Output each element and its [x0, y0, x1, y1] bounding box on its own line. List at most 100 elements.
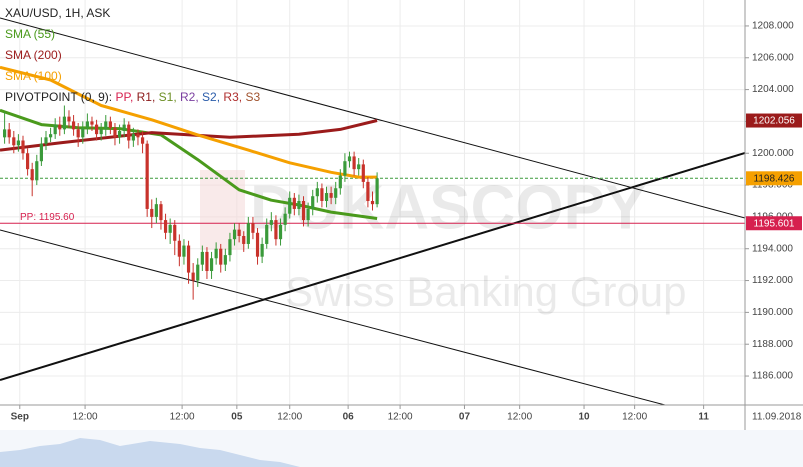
candle-body: [370, 200, 375, 205]
pivot-legend-part: PP,: [115, 90, 133, 104]
pivot-legend-part: S1,: [159, 90, 177, 104]
candle-body: [232, 229, 237, 240]
candle-body: [81, 127, 85, 138]
candle-body: [274, 220, 278, 240]
axes: 1186.000 1188.000 1190.000 1192.000 1194.000…: [11, 21, 795, 423]
candle-body: [320, 188, 324, 201]
y-tick-label: 1194.000: [752, 243, 793, 254]
candle-body: [90, 121, 94, 125]
candle-body: [251, 223, 255, 233]
candle-body: [334, 188, 338, 198]
plot-area: [0, 17, 745, 405]
candle-body: [292, 197, 296, 209]
candle-body: [67, 116, 71, 122]
x-tick-label: 10: [578, 412, 590, 423]
chart-title: XAU/USD, 1H, ASK: [5, 6, 110, 20]
x-tick-label: 12:00: [622, 412, 647, 423]
candle-body: [242, 235, 246, 244]
x-tick-label: 06: [343, 412, 355, 423]
pivot-legend-part: S3: [245, 90, 260, 104]
candle-body: [237, 229, 241, 236]
pivot-legend-part: S2,: [202, 90, 220, 104]
y-tick-label: 1192.000: [752, 275, 793, 286]
candle-body: [76, 129, 80, 138]
candle-body: [159, 204, 163, 221]
y-tick-label: 1186.000: [752, 371, 793, 382]
candle-body: [311, 196, 315, 209]
pivot-legend-part: R1,: [137, 90, 156, 104]
candle-body: [99, 129, 103, 135]
candle-body: [85, 121, 89, 128]
date-label: 11.09.2018: [752, 412, 802, 423]
x-tick-label: 05: [231, 412, 243, 423]
price-badge-bg: [746, 171, 802, 186]
candle-body: [62, 116, 66, 130]
trend-line: [0, 17, 745, 219]
x-tick-label: 11: [698, 412, 709, 423]
candle-body: [94, 124, 99, 135]
candle-body: [324, 193, 329, 201]
watermark-subtitle: Swiss Banking Group: [285, 268, 687, 315]
candle-body: [246, 223, 250, 244]
candle-body: [58, 124, 62, 130]
x-tick-label: 12:00: [73, 412, 98, 423]
candle-body: [269, 220, 273, 225]
candle-body: [150, 208, 154, 217]
candle-body: [154, 204, 158, 217]
candle-body: [2, 129, 7, 138]
watermark-logo: [200, 170, 245, 250]
candle-body: [131, 134, 135, 141]
candle-body: [255, 232, 260, 257]
sma-badge-bg: [746, 113, 802, 128]
pivot-legend-part: PIVOTPOINT (0, 9):: [5, 90, 112, 104]
legend-entry: SMA (55): [5, 27, 55, 41]
candle-body: [297, 200, 301, 209]
candle-body: [53, 124, 57, 135]
candle-body: [39, 143, 43, 162]
candle-body: [182, 245, 186, 257]
trend-line: [0, 151, 745, 381]
candle-body: [7, 129, 11, 138]
x-tick-label: 12:00: [277, 412, 302, 423]
candle-body: [177, 240, 181, 257]
candle-body: [104, 121, 108, 130]
pivot-legend-part: R2,: [180, 90, 199, 104]
candle-body: [122, 124, 126, 131]
candle-body: [117, 130, 122, 138]
candle-body: [12, 137, 16, 146]
y-tick-label: 1190.000: [752, 307, 793, 318]
legend-entry: SMA (200): [5, 48, 62, 62]
candle-body: [21, 140, 25, 154]
candle-body: [163, 220, 168, 233]
candle-body: [196, 264, 200, 281]
sma-line: [0, 119, 378, 152]
x-tick-label: 12:00: [507, 412, 532, 423]
x-tick-label: 12:00: [388, 412, 413, 423]
y-tick-label: 1188.000: [752, 339, 793, 350]
sma-badge: 1202.056: [753, 116, 795, 127]
candle-body: [223, 255, 227, 265]
pivot-legend: PIVOTPOINT (0, 9): PP, R1, S1, R2, S2, R…: [5, 90, 260, 104]
candle-body: [145, 143, 149, 209]
x-tick-label: 07: [459, 412, 471, 423]
candle-body: [191, 272, 195, 281]
candle-body: [315, 188, 319, 197]
candle-body: [16, 140, 20, 146]
candle-body: [140, 137, 145, 144]
trend-line: [0, 229, 666, 405]
y-tick-label: 1206.000: [752, 52, 794, 63]
candle-body: [260, 243, 264, 257]
candle-body: [219, 248, 223, 265]
candle-body: [35, 161, 39, 181]
pivot-legend-part: R3,: [223, 90, 242, 104]
candle-body: [301, 200, 306, 221]
pivot-badge-bg: [746, 216, 802, 231]
candle-body: [329, 193, 333, 198]
candle-body: [214, 248, 218, 259]
price-badge: 1198.426: [754, 173, 795, 184]
candle-body: [347, 156, 352, 162]
candle-body: [25, 153, 30, 170]
candle-body: [361, 164, 365, 182]
